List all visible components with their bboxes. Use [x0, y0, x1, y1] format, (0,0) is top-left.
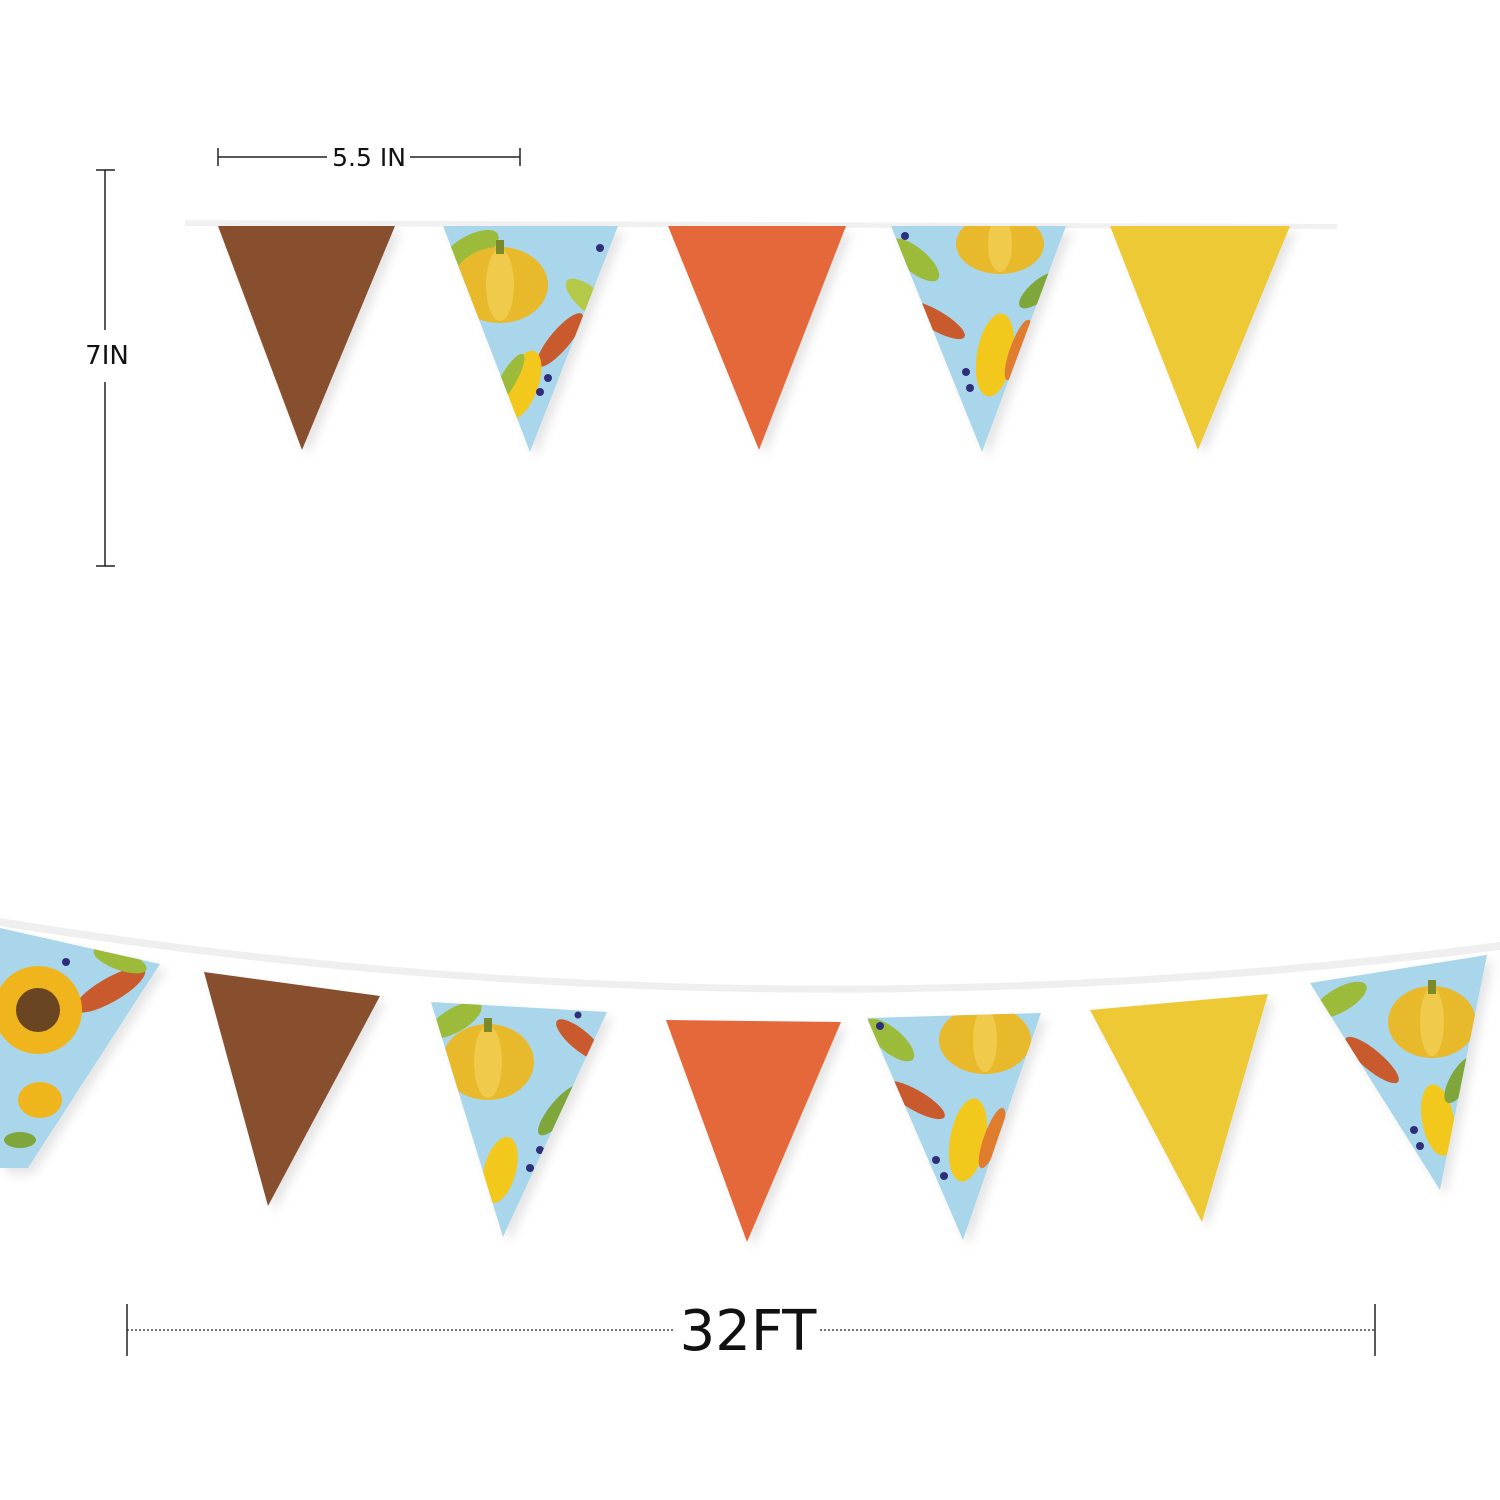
flag-sunflower-pattern	[0, 928, 160, 1168]
flag-pumpkin-pattern	[867, 1013, 1041, 1240]
flag-orange	[668, 226, 846, 450]
height-dimension: 7IN	[85, 169, 129, 567]
top-garland	[185, 220, 1337, 452]
width-dimension: 5.5 IN	[217, 143, 521, 172]
length-dimension: 32FT	[126, 1299, 1376, 1364]
flag-orange	[666, 1020, 841, 1242]
bottom-garland	[0, 918, 1500, 1242]
sunflower-icon	[0, 966, 82, 1054]
flag-yellow	[1090, 994, 1268, 1222]
height-dimension-label: 7IN	[85, 341, 129, 371]
flag-yellow	[1110, 226, 1290, 450]
flag-brown	[204, 972, 380, 1206]
flag-pumpkin-pattern	[443, 226, 618, 452]
flag-brown	[218, 226, 395, 450]
width-dimension-label: 5.5 IN	[332, 143, 406, 172]
length-dimension-label: 32FT	[680, 1299, 817, 1364]
flag-pumpkin-pattern	[891, 226, 1066, 452]
flag-pumpkin-pattern	[1310, 955, 1487, 1190]
flag-pumpkin-pattern	[431, 1002, 607, 1237]
